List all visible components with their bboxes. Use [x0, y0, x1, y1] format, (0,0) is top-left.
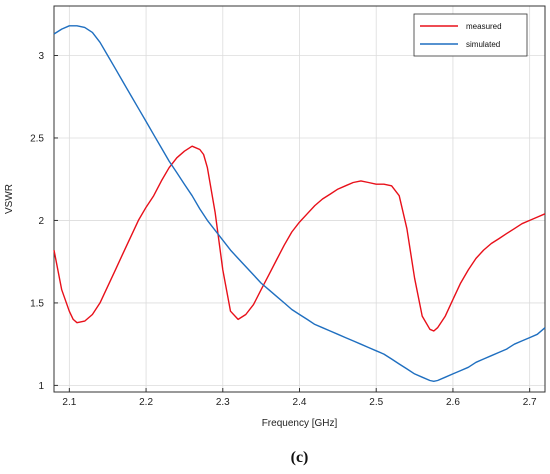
series-line-measured — [53, 145, 546, 332]
y-tick-label: 3 — [38, 51, 44, 62]
series-layer — [53, 25, 546, 382]
x-tick-label: 2.1 — [62, 397, 76, 408]
x-tick-label: 2.6 — [446, 397, 460, 408]
series-line-simulated — [53, 25, 546, 382]
y-axis-label: VSWR — [4, 184, 15, 214]
legend-label-measured: measured — [466, 22, 502, 31]
y-tick-label: 2 — [38, 216, 44, 227]
x-axis-ticks: 2.1 2.2 2.3 2.4 2.5 2.6 2.7 — [62, 388, 537, 408]
y-tick-label: 1 — [38, 381, 44, 392]
legend: measured simulated — [413, 13, 528, 57]
y-axis-ticks: 1 1.5 2 2.5 3 — [30, 51, 58, 392]
x-tick-label: 2.7 — [523, 397, 537, 408]
x-tick-label: 2.2 — [139, 397, 153, 408]
x-tick-label: 2.3 — [216, 397, 230, 408]
x-tick-label: 2.5 — [369, 397, 383, 408]
x-axis-label: Frequency [GHz] — [262, 418, 338, 429]
grid-lines — [54, 6, 545, 392]
x-tick-label: 2.4 — [293, 397, 307, 408]
y-tick-label: 2.5 — [30, 133, 44, 144]
legend-label-simulated: simulated — [466, 40, 500, 49]
legend-box — [413, 13, 528, 57]
y-tick-label: 1.5 — [30, 298, 44, 309]
figure-caption: (c) — [291, 449, 309, 466]
